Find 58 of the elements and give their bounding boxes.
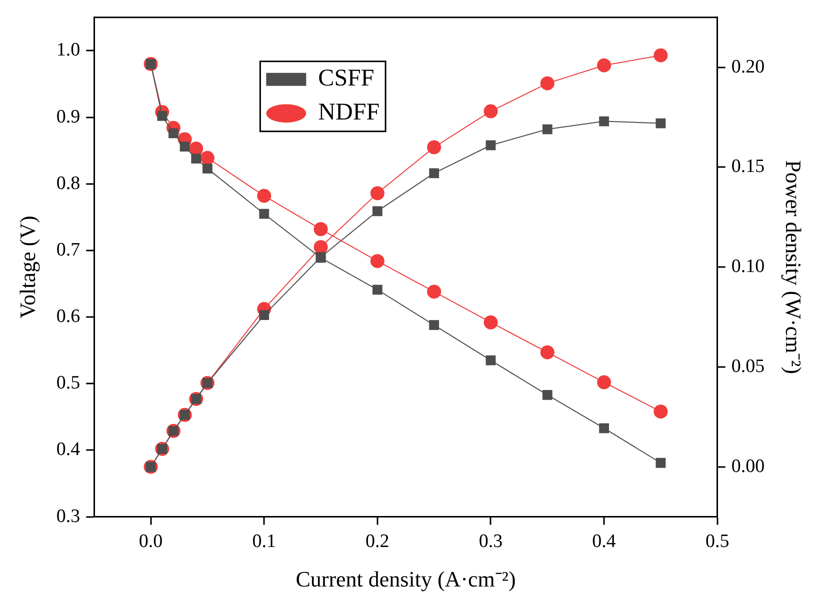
point xyxy=(654,404,668,419)
point xyxy=(599,423,609,434)
point xyxy=(429,168,440,178)
y-tick-label: 0.8 xyxy=(56,172,80,194)
point xyxy=(191,154,202,164)
point xyxy=(656,118,666,128)
y2-tick-label: 0.20 xyxy=(731,56,765,78)
y-tick-label: 0.6 xyxy=(56,306,80,328)
point xyxy=(427,284,442,299)
y2-axis-title: Power density (W·cm⁻²) xyxy=(781,160,806,374)
y-tick-label: 0.9 xyxy=(56,106,80,128)
x-tick-label: 0.3 xyxy=(478,531,503,552)
y2-tick-label: 0.00 xyxy=(731,456,765,477)
point xyxy=(486,355,496,366)
point xyxy=(259,208,270,219)
point xyxy=(429,320,440,330)
point xyxy=(427,140,442,154)
x-tick-label: 0.1 xyxy=(252,531,276,552)
point xyxy=(370,254,384,268)
x-tick-label: 0.4 xyxy=(592,531,616,552)
point xyxy=(372,206,382,216)
point xyxy=(259,310,270,320)
y2-tick-label: 0.10 xyxy=(731,256,765,278)
point xyxy=(599,116,609,126)
point xyxy=(200,150,214,165)
point xyxy=(314,240,328,254)
y-tick-label: 0.3 xyxy=(56,506,80,527)
point xyxy=(257,188,272,203)
x-tick-label: 0.0 xyxy=(138,531,163,552)
point xyxy=(486,140,496,150)
legend-label: CSFF xyxy=(318,66,374,92)
point xyxy=(654,48,668,62)
point xyxy=(370,186,384,200)
point xyxy=(484,315,498,330)
point xyxy=(314,222,328,236)
y-tick-label: 0.4 xyxy=(56,439,81,460)
y-axis-title: Voltage (V) xyxy=(14,216,40,319)
point xyxy=(542,390,552,400)
point xyxy=(542,124,552,134)
y2-tick-label: 0.15 xyxy=(731,156,765,178)
y-tick-label: 0.5 xyxy=(56,372,80,394)
y2-tick-label: 0.05 xyxy=(731,356,765,377)
point xyxy=(484,104,498,118)
point xyxy=(202,164,212,174)
point xyxy=(597,375,612,390)
x-axis-title: Current density (A·cm⁻²) xyxy=(296,566,516,592)
point xyxy=(372,284,382,295)
point xyxy=(540,345,554,360)
legend-label: NDFF xyxy=(318,100,380,126)
y-tick-label: 1.0 xyxy=(56,40,80,61)
point xyxy=(168,128,178,138)
x-tick-label: 0.5 xyxy=(705,531,730,552)
point xyxy=(180,142,190,152)
x-tick-label: 0.2 xyxy=(366,531,390,552)
point xyxy=(597,58,612,72)
point xyxy=(540,76,554,90)
y-tick-label: 0.7 xyxy=(56,239,80,260)
point xyxy=(656,458,666,468)
